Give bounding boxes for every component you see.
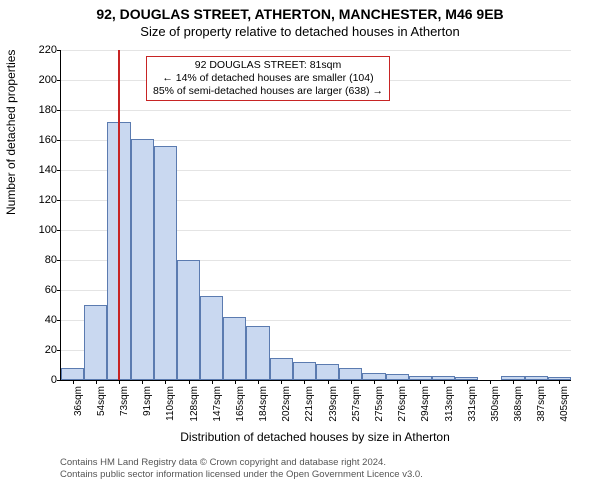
chart-area: 02040608010012014016018020022036sqm54sqm… — [60, 50, 570, 420]
xtick-label: 147sqm — [212, 386, 223, 436]
footer-attribution: Contains HM Land Registry data © Crown c… — [60, 457, 423, 481]
histogram-bar — [339, 368, 362, 380]
xtick-mark — [212, 380, 213, 384]
histogram-bar — [270, 358, 293, 381]
xtick-label: 221sqm — [304, 386, 315, 436]
xtick-mark — [119, 380, 120, 384]
xtick-label: 184sqm — [258, 386, 269, 436]
ytick-mark — [57, 260, 61, 261]
xtick-mark — [258, 380, 259, 384]
ytick-label: 220 — [17, 44, 57, 56]
xtick-label: 294sqm — [420, 386, 431, 436]
xtick-mark — [351, 380, 352, 384]
ytick-mark — [57, 170, 61, 171]
xtick-mark — [397, 380, 398, 384]
xtick-label: 350sqm — [490, 386, 501, 436]
histogram-bar — [293, 362, 316, 380]
xtick-label: 387sqm — [536, 386, 547, 436]
ytick-mark — [57, 80, 61, 81]
xtick-label: 128sqm — [189, 386, 200, 436]
histogram-bar — [200, 296, 223, 380]
ytick-label: 60 — [17, 284, 57, 296]
histogram-bar — [362, 373, 385, 381]
xtick-mark — [73, 380, 74, 384]
xtick-label: 331sqm — [467, 386, 478, 436]
ytick-label: 0 — [17, 374, 57, 386]
xtick-label: 275sqm — [374, 386, 385, 436]
xtick-label: 110sqm — [165, 386, 176, 436]
histogram-bar — [154, 146, 177, 380]
ytick-mark — [57, 380, 61, 381]
ytick-label: 120 — [17, 194, 57, 206]
xtick-label: 165sqm — [235, 386, 246, 436]
ytick-label: 180 — [17, 104, 57, 116]
xtick-mark — [444, 380, 445, 384]
xtick-mark — [96, 380, 97, 384]
xtick-label: 36sqm — [73, 386, 84, 436]
ytick-mark — [57, 110, 61, 111]
ytick-mark — [57, 350, 61, 351]
xtick-mark — [281, 380, 282, 384]
xtick-mark — [235, 380, 236, 384]
xtick-label: 405sqm — [559, 386, 570, 436]
xtick-label: 313sqm — [444, 386, 455, 436]
ytick-mark — [57, 320, 61, 321]
footer-line-2: Contains public sector information licen… — [60, 469, 423, 481]
xtick-mark — [142, 380, 143, 384]
ytick-label: 140 — [17, 164, 57, 176]
ytick-label: 40 — [17, 314, 57, 326]
histogram-bar — [223, 317, 246, 380]
plot-region: 02040608010012014016018020022036sqm54sqm… — [60, 50, 571, 381]
histogram-bar — [84, 305, 107, 380]
xtick-mark — [420, 380, 421, 384]
chart-title-sub: Size of property relative to detached ho… — [0, 22, 600, 39]
ytick-mark — [57, 290, 61, 291]
reference-line — [118, 50, 120, 380]
xtick-label: 239sqm — [328, 386, 339, 436]
xtick-mark — [559, 380, 560, 384]
annotation-line-0: 92 DOUGLAS STREET: 81sqm — [153, 59, 383, 72]
xtick-mark — [304, 380, 305, 384]
xtick-label: 368sqm — [513, 386, 524, 436]
xtick-mark — [536, 380, 537, 384]
xtick-mark — [467, 380, 468, 384]
xtick-mark — [513, 380, 514, 384]
ytick-label: 160 — [17, 134, 57, 146]
histogram-bar — [61, 368, 84, 380]
gridline — [61, 50, 571, 51]
xtick-mark — [189, 380, 190, 384]
xtick-label: 276sqm — [397, 386, 408, 436]
xtick-mark — [328, 380, 329, 384]
xtick-label: 91sqm — [142, 386, 153, 436]
xtick-mark — [374, 380, 375, 384]
x-axis-label: Distribution of detached houses by size … — [60, 430, 570, 444]
gridline — [61, 110, 571, 111]
histogram-bar — [316, 364, 339, 381]
xtick-label: 73sqm — [119, 386, 130, 436]
chart-title-main: 92, DOUGLAS STREET, ATHERTON, MANCHESTER… — [0, 0, 600, 22]
ytick-mark — [57, 140, 61, 141]
annotation-box: 92 DOUGLAS STREET: 81sqm← 14% of detache… — [146, 56, 390, 101]
annotation-line-2: 85% of semi-detached houses are larger (… — [153, 85, 383, 98]
footer-line-1: Contains HM Land Registry data © Crown c… — [60, 457, 423, 469]
xtick-mark — [490, 380, 491, 384]
xtick-label: 202sqm — [281, 386, 292, 436]
annotation-line-1: ← 14% of detached houses are smaller (10… — [153, 72, 383, 85]
ytick-label: 100 — [17, 224, 57, 236]
histogram-bar — [177, 260, 200, 380]
histogram-bar — [246, 326, 269, 380]
ytick-label: 20 — [17, 344, 57, 356]
xtick-label: 54sqm — [96, 386, 107, 436]
ytick-mark — [57, 200, 61, 201]
ytick-label: 80 — [17, 254, 57, 266]
xtick-mark — [165, 380, 166, 384]
y-axis-label: Number of detached properties — [4, 50, 18, 215]
xtick-label: 257sqm — [351, 386, 362, 436]
ytick-mark — [57, 50, 61, 51]
histogram-bar — [131, 139, 154, 381]
ytick-mark — [57, 230, 61, 231]
ytick-label: 200 — [17, 74, 57, 86]
